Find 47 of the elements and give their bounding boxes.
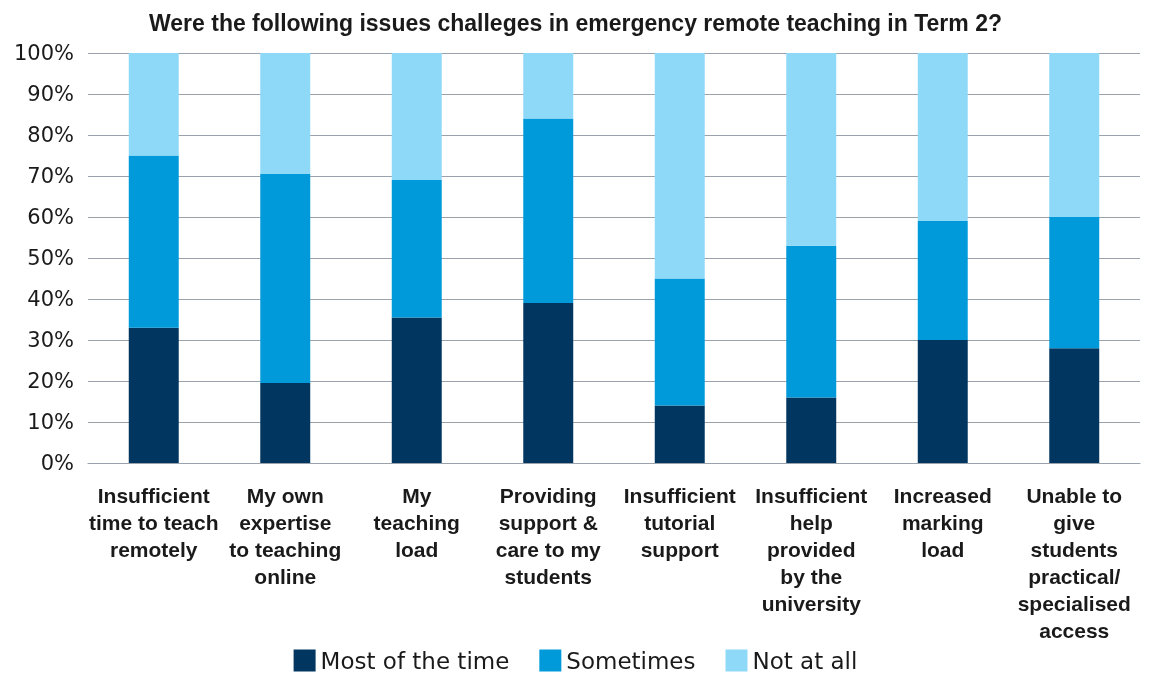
bar — [654, 53, 705, 279]
x-tick-label: Insufficient help provided by the university — [755, 484, 868, 615]
bar — [128, 53, 179, 156]
bar — [917, 340, 968, 463]
x-tick-label: Insufficient tutorial support — [623, 484, 736, 561]
bar — [523, 53, 574, 119]
y-tick-label: 70% — [27, 164, 74, 188]
bar — [786, 245, 837, 398]
x-tick-label: My own expertise to teaching online — [229, 484, 342, 588]
bar — [786, 53, 837, 246]
bar — [654, 278, 705, 406]
x-tick-label: Increased marking load — [893, 484, 992, 561]
legend-label: Not at all — [752, 647, 858, 674]
y-tick-label: 80% — [27, 123, 74, 147]
bar — [523, 118, 574, 304]
bar — [391, 180, 442, 318]
bar — [391, 53, 442, 181]
bar — [654, 405, 705, 463]
bar — [1049, 348, 1100, 463]
bar — [786, 397, 837, 463]
bar — [1049, 53, 1100, 217]
bar — [917, 53, 968, 222]
x-tick-label: My teaching load — [373, 484, 460, 561]
y-tick-label: 30% — [27, 328, 74, 352]
x-tick-label: Providing support & care to my students — [495, 484, 602, 588]
bar — [1049, 217, 1100, 349]
x-tick-label: Unable to give students practical/ specialised access — [1017, 484, 1131, 642]
y-tick-label: 60% — [27, 205, 74, 229]
bar — [260, 173, 311, 384]
y-tick-label: 10% — [27, 410, 74, 434]
bar — [523, 303, 574, 463]
chart-title: Were the following issues challeges in emergency remote teaching in Term 2? — [149, 9, 1002, 36]
bar — [128, 327, 179, 463]
y-tick-label: 20% — [27, 369, 74, 393]
bar — [260, 53, 311, 174]
y-tick-label: 40% — [27, 287, 74, 311]
y-tick-label: 50% — [27, 246, 74, 270]
bar — [260, 383, 311, 463]
bar — [128, 155, 179, 328]
bar — [391, 317, 442, 463]
y-tick-label: 0% — [40, 451, 74, 475]
legend-label: Sometimes — [566, 647, 696, 674]
x-tick-label: Insufficient time to teach remotely — [88, 484, 219, 561]
bar — [917, 221, 968, 340]
y-tick-label: 100% — [13, 41, 74, 65]
legend-label: Most of the time — [320, 647, 510, 674]
y-tick-label: 90% — [27, 82, 74, 106]
